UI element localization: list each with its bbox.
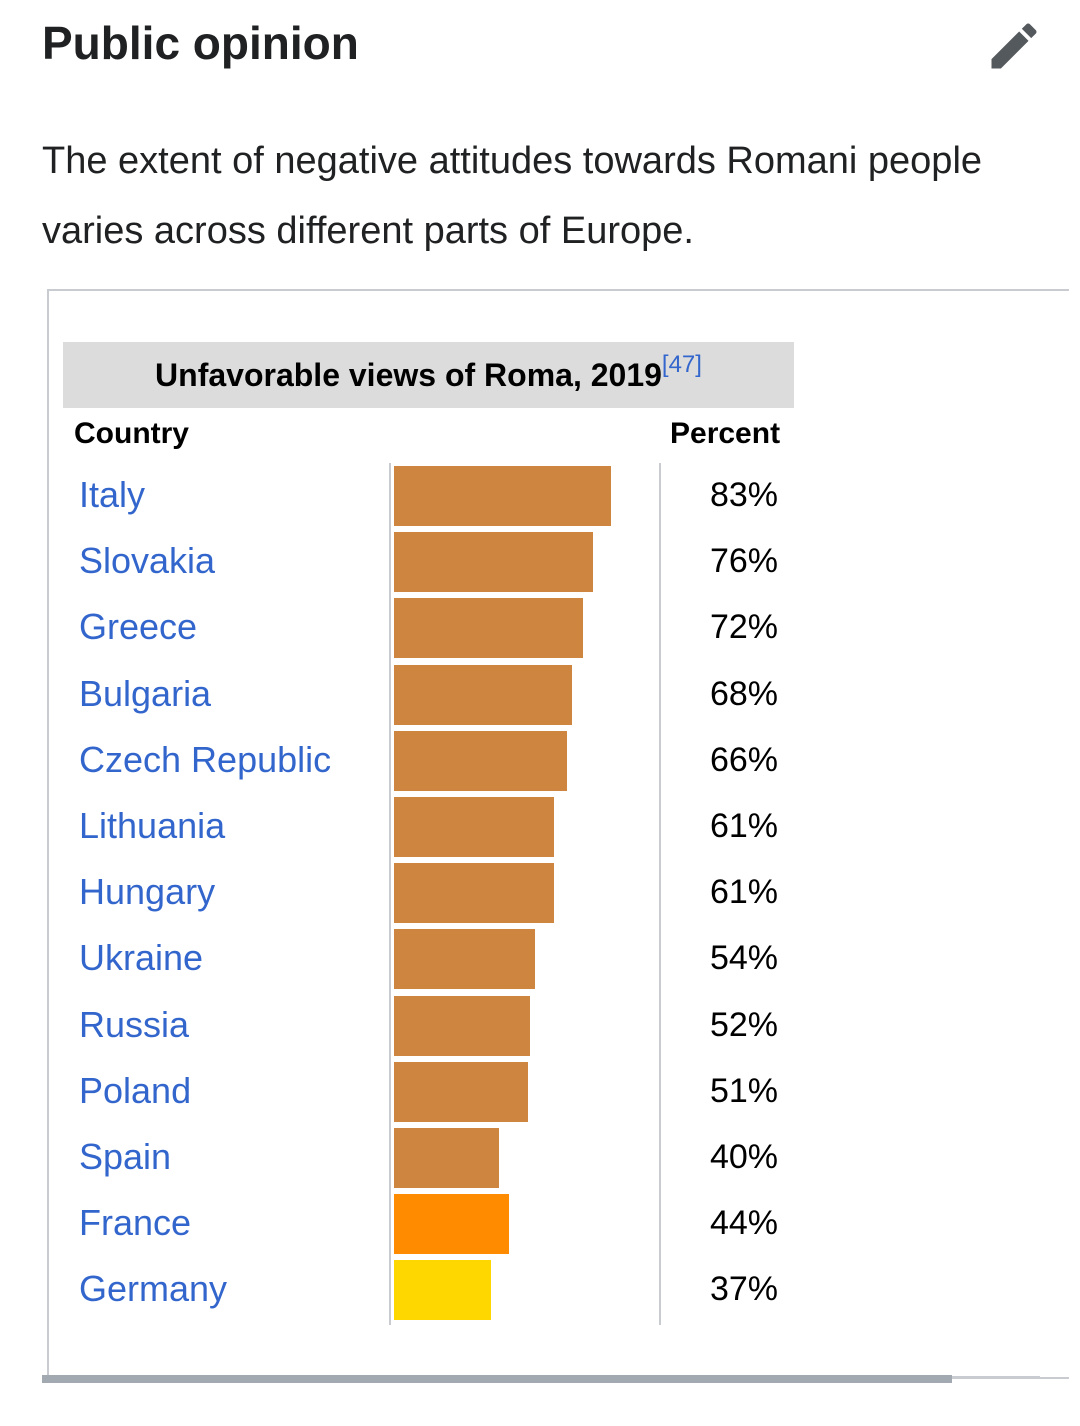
chart-title: Unfavorable views of Roma, 2019 <box>155 357 662 393</box>
country-link[interactable]: Hungary <box>79 871 216 913</box>
chart-bar <box>394 995 530 1056</box>
chart-row: Spain 40% <box>0 1124 1080 1190</box>
value-label: 51% <box>709 1071 778 1110</box>
value-divider-line <box>659 463 661 1325</box>
country-link[interactable]: Italy <box>79 474 146 515</box>
chart-bar <box>394 797 554 857</box>
value-label: 61% <box>709 807 778 845</box>
value-label: 68% <box>709 674 778 713</box>
value-label: 54% <box>709 939 778 978</box>
country-link[interactable]: France <box>79 1202 192 1244</box>
country-link[interactable]: Lithuania <box>79 805 226 846</box>
section-title: Public opinion <box>42 17 359 69</box>
chart-bar <box>394 1194 509 1255</box>
value-label: 52% <box>709 1005 778 1044</box>
chart-caption: Unfavorable views of Roma, 2019[47] <box>63 342 794 408</box>
value-label: 72% <box>709 608 778 647</box>
country-link[interactable]: Russia <box>79 1003 190 1045</box>
country-link[interactable]: Ukraine <box>79 937 204 979</box>
country-link[interactable]: Greece <box>79 606 198 648</box>
chart-bar <box>394 664 572 725</box>
country-link[interactable]: Germany <box>79 1268 228 1310</box>
intro-paragraph: The extent of negative attitudes towards… <box>42 140 983 252</box>
chart-bar <box>394 1061 528 1122</box>
chart-bar <box>394 1260 491 1321</box>
citation-link[interactable]: [47] <box>661 351 702 378</box>
chart-row: Lithuania 61% <box>0 793 1080 859</box>
chart-row: Poland 51% <box>0 1058 1080 1124</box>
chart-row: Greece 72% <box>0 594 1080 660</box>
chart-row: Russia 52% <box>0 992 1080 1058</box>
frame-shadow <box>42 1375 952 1383</box>
country-link[interactable]: Slovakia <box>79 540 216 582</box>
header-country: Country <box>74 417 189 450</box>
chart-bar <box>394 863 554 924</box>
header-percent: Percent <box>670 417 781 450</box>
chart-row: Germany 37% <box>0 1256 1080 1322</box>
chart-row: Italy 83% <box>0 462 1080 528</box>
chart-bar <box>394 466 611 526</box>
value-label: 40% <box>709 1138 778 1176</box>
chart-bar <box>394 532 593 593</box>
frame-edge <box>952 1376 1040 1378</box>
bar-axis-line <box>389 463 391 1325</box>
chart-row: Slovakia 76% <box>0 528 1080 594</box>
chart-row: Ukraine 54% <box>0 925 1080 991</box>
value-label: 44% <box>709 1204 778 1243</box>
value-label: 61% <box>709 873 778 912</box>
chart-row: France 44% <box>0 1190 1080 1256</box>
chart-bar <box>394 598 583 659</box>
chart-bar <box>394 730 567 791</box>
chart-row: Hungary 61% <box>0 859 1080 925</box>
value-label: 83% <box>709 476 778 514</box>
chart-row: Czech Republic 66% <box>0 727 1080 793</box>
country-link[interactable]: Poland <box>79 1069 192 1111</box>
chart-bar <box>394 929 535 990</box>
country-link[interactable]: Spain <box>79 1136 172 1177</box>
pencil-icon[interactable] <box>984 16 1044 76</box>
value-label: 37% <box>709 1270 778 1309</box>
value-label: 66% <box>709 740 778 779</box>
chart-row: Bulgaria 68% <box>0 661 1080 727</box>
value-label: 76% <box>709 542 778 581</box>
country-link[interactable]: Czech Republic <box>79 738 332 780</box>
country-link[interactable]: Bulgaria <box>79 672 212 714</box>
chart-bar <box>394 1128 499 1188</box>
